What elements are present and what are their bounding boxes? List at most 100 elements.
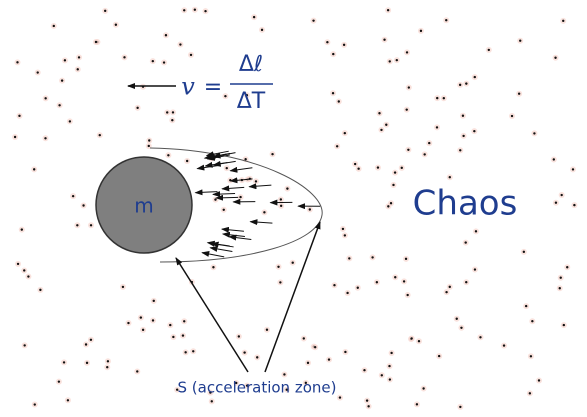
particle (134, 368, 141, 375)
particle-dot (571, 168, 575, 171)
particle (558, 192, 565, 199)
particle (404, 49, 411, 56)
zone-arrow (206, 240, 230, 247)
particle (222, 93, 229, 100)
particle-dot (348, 257, 351, 260)
particle-dot (331, 91, 335, 95)
particle (355, 165, 362, 172)
particle-dot (260, 28, 264, 32)
particle (74, 222, 81, 229)
particle (364, 397, 371, 404)
particle (403, 106, 410, 113)
particle (190, 348, 197, 355)
particle (458, 324, 465, 331)
particle-dot (18, 114, 21, 118)
particle-dot (528, 392, 532, 395)
particle-dot (365, 399, 369, 402)
particle (383, 121, 390, 128)
particle-dot (252, 15, 256, 19)
particle (84, 359, 91, 366)
particle (529, 318, 536, 325)
particle-dot (460, 326, 463, 329)
particle (334, 143, 341, 150)
particle-dot (304, 381, 308, 385)
particle-dot (302, 337, 305, 340)
particle (386, 58, 393, 65)
particle (408, 335, 415, 342)
particle-dot (537, 379, 541, 382)
particle (202, 8, 209, 15)
particle (300, 335, 307, 342)
particle (520, 248, 527, 255)
particle-dot (308, 208, 312, 211)
particle (174, 386, 181, 393)
particle (485, 46, 492, 53)
particle (50, 22, 57, 29)
particle-dot (23, 344, 26, 347)
zone-arrow (204, 161, 228, 168)
zone-arrow (207, 152, 231, 160)
particle (330, 51, 337, 58)
particle-dot (33, 403, 36, 406)
particle-dot (405, 108, 408, 111)
particle-dot (237, 335, 241, 338)
particle-dot (529, 355, 533, 358)
particle (373, 279, 380, 286)
particle (83, 341, 90, 348)
particle (25, 273, 32, 280)
particle-dot (82, 204, 85, 207)
particle (517, 37, 524, 44)
particle (88, 222, 95, 229)
particle-dot (357, 167, 360, 170)
particle-dot (524, 304, 528, 308)
particle (137, 314, 144, 321)
particle (385, 7, 392, 14)
particle-dot (371, 256, 374, 259)
particle (341, 41, 348, 48)
particle (535, 377, 542, 384)
particle (365, 403, 372, 410)
particle (169, 109, 176, 116)
particle-dot (387, 205, 390, 208)
particle-dot (184, 351, 187, 354)
particle-dot (245, 384, 249, 387)
particle-dot (531, 320, 534, 323)
particle (457, 147, 464, 154)
particle (560, 17, 567, 24)
particle-dot (342, 43, 346, 47)
particle (457, 403, 464, 410)
particle-dot (106, 360, 110, 363)
particle-dot (16, 61, 19, 64)
particle-dot (283, 373, 286, 376)
particle (87, 336, 94, 343)
particle-dot (392, 183, 395, 187)
particle-dot (222, 208, 225, 211)
particle (403, 255, 410, 262)
particle-dot (385, 123, 388, 126)
particle-dot (445, 290, 448, 294)
particle-dot (84, 343, 88, 346)
zone-arrow (201, 251, 225, 258)
particle-dot (343, 131, 347, 135)
particle-dot (479, 336, 482, 339)
particle (243, 92, 250, 99)
particle-dot (151, 319, 155, 322)
particle-dot (277, 265, 280, 268)
zone-arrow (248, 183, 272, 190)
particle (374, 164, 381, 171)
particle-dot (435, 126, 439, 129)
particle-dot (353, 162, 357, 166)
particle-dot (522, 250, 526, 254)
particle (112, 21, 119, 28)
particle-dot (89, 224, 93, 227)
particle (237, 194, 244, 201)
particle-dot (562, 19, 565, 23)
particle (463, 279, 470, 286)
particle-dot (394, 276, 397, 279)
particle (421, 151, 428, 158)
particle-dot (77, 56, 81, 59)
particle-dot (166, 111, 169, 114)
particle (55, 378, 62, 385)
particle (244, 382, 251, 389)
particle (378, 372, 385, 379)
